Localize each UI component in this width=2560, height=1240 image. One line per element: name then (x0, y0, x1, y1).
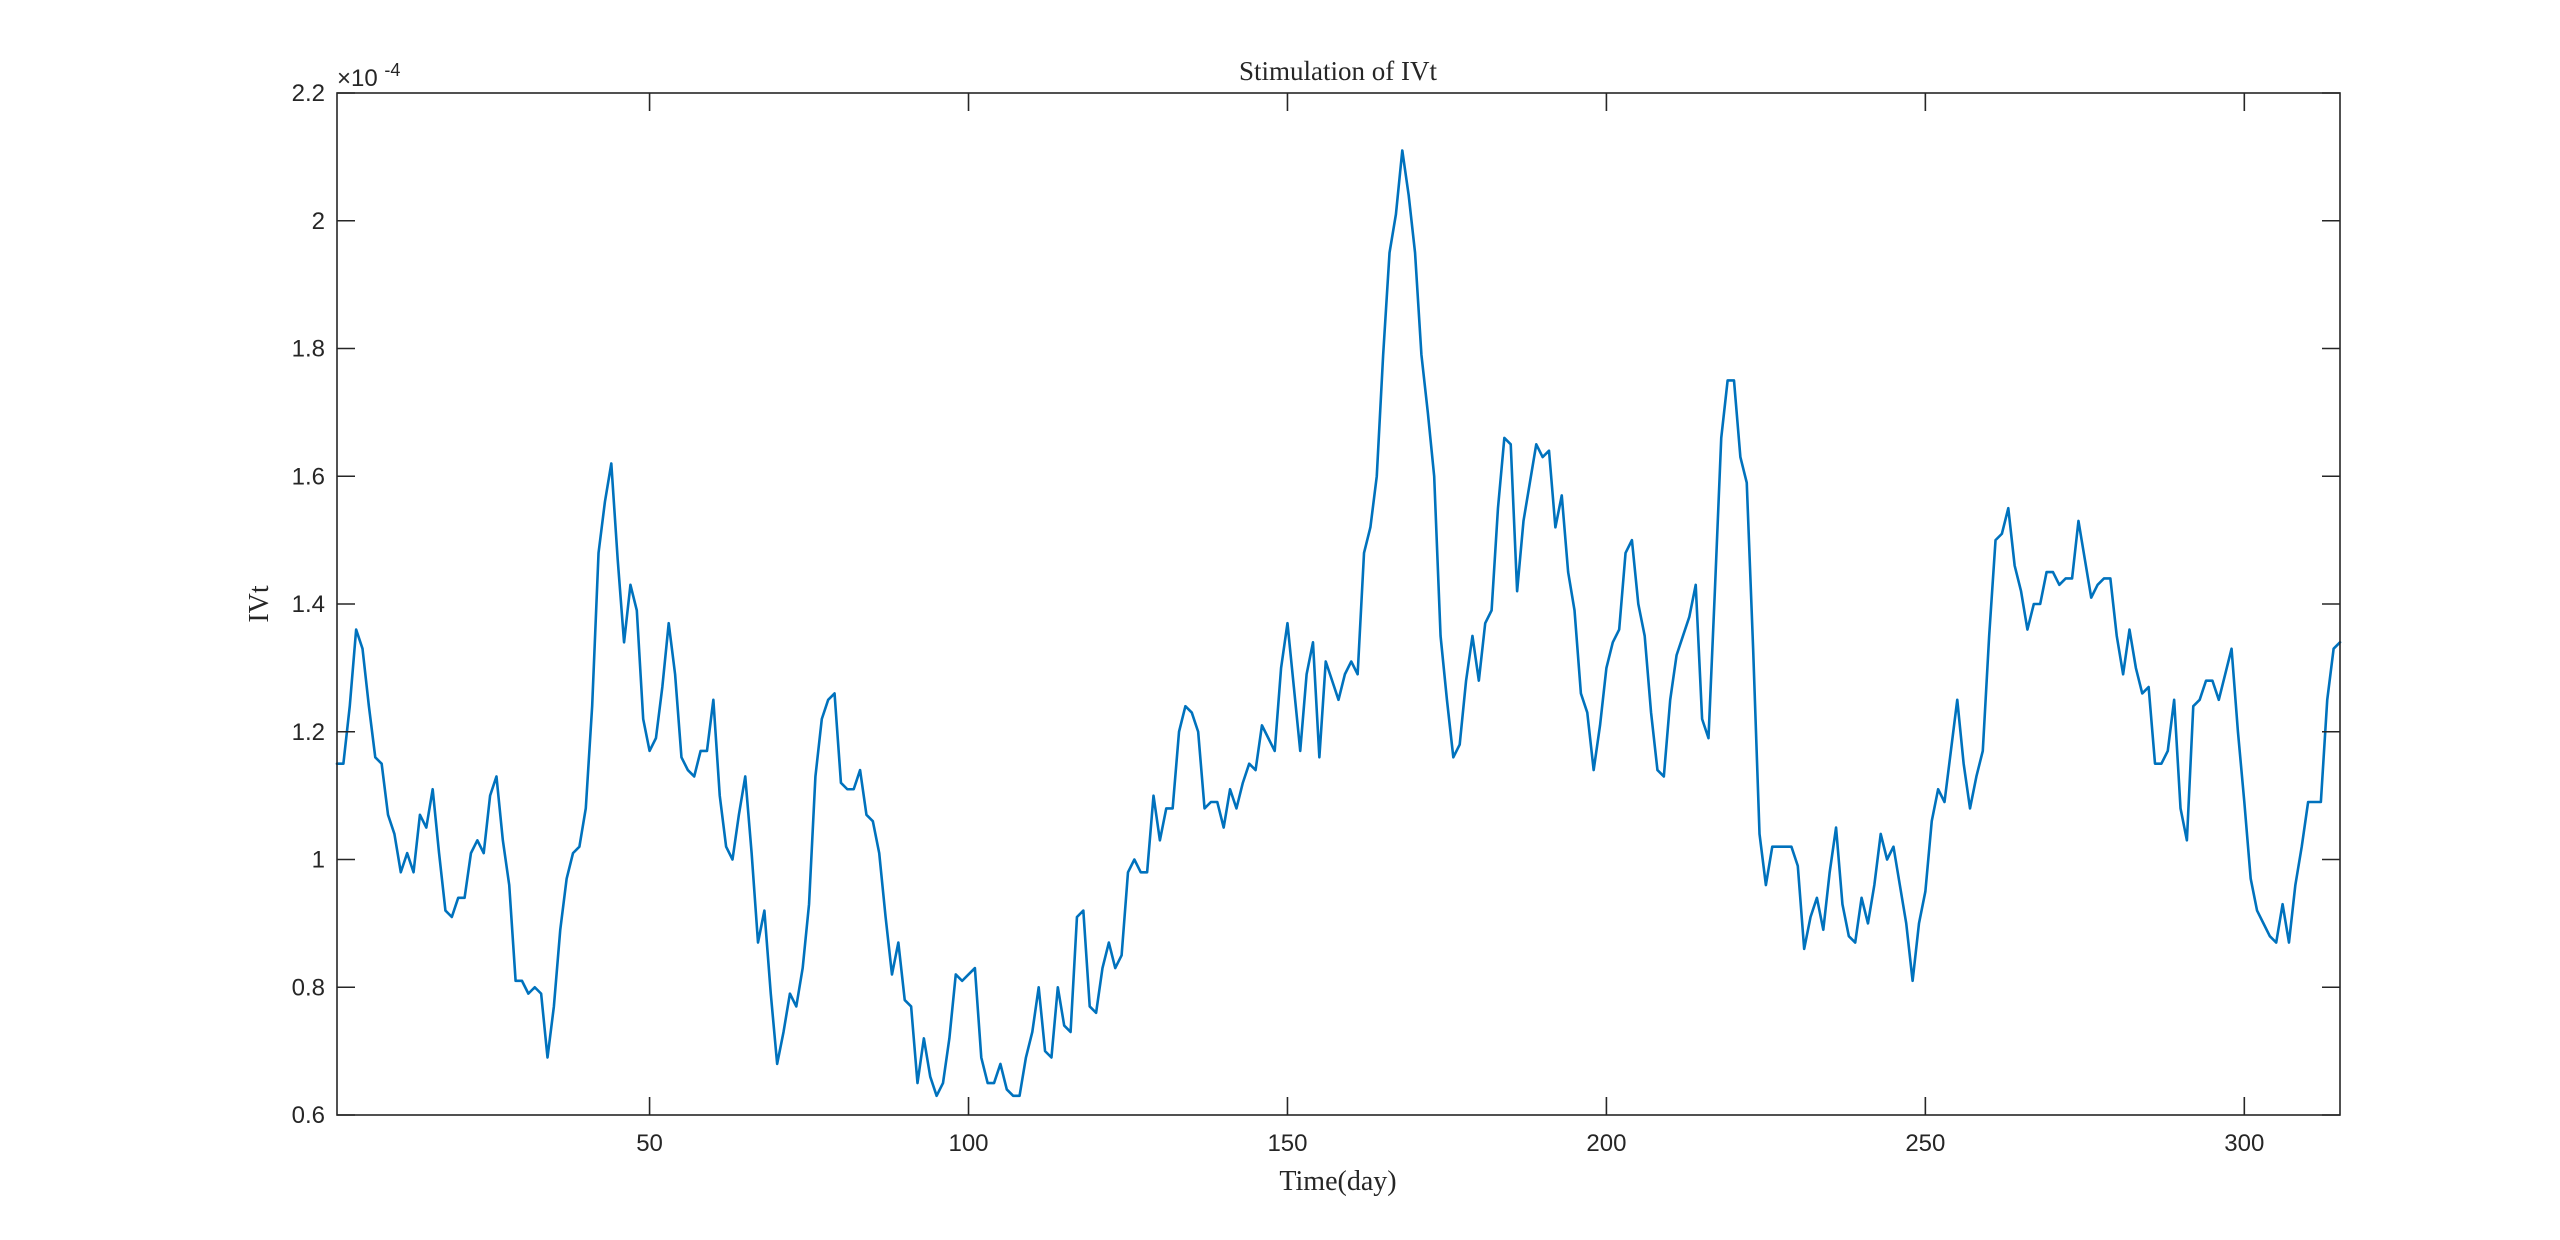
x-tick-label: 200 (1586, 1130, 1626, 1157)
y-tick-label: 2 (312, 208, 325, 235)
y-axis-multiplier-base: ×10 (337, 65, 378, 92)
y-tick-label: 1.6 (292, 463, 325, 490)
x-tick-label: 150 (1267, 1130, 1307, 1157)
y-axis-multiplier-exponent: -4 (384, 60, 400, 80)
x-tick-label: 300 (2224, 1130, 2264, 1157)
y-tick-label: 0.8 (292, 974, 325, 1001)
x-tick-label: 100 (948, 1130, 988, 1157)
x-tick-label: 50 (636, 1130, 663, 1157)
x-tick-label: 250 (1905, 1130, 1945, 1157)
y-tick-label: 0.6 (292, 1102, 325, 1129)
y-tick-label: 1.4 (292, 591, 325, 618)
y-tick-label: 1 (312, 847, 325, 874)
y-axis-multiplier: ×10 -4 (337, 60, 400, 92)
y-tick-label: 1.2 (292, 719, 325, 746)
y-tick-label: 2.2 (292, 80, 325, 107)
y-tick-label: 1.8 (292, 336, 325, 363)
x-axis-ticks: 50 100 150 200 250 300 (636, 93, 2264, 1157)
y-axis-label: IVt (244, 585, 275, 623)
series-line-ivt (335, 149, 2342, 1098)
chart-title: Stimulation of IVt (1239, 56, 1437, 86)
y-axis-ticks: 0.6 0.8 1 1.2 1.4 1.6 1.8 2 2.2 (292, 80, 2340, 1129)
x-axis-label: Time(day) (1279, 1166, 1396, 1197)
plot-area (335, 92, 2342, 1116)
axes-background (337, 93, 2340, 1115)
